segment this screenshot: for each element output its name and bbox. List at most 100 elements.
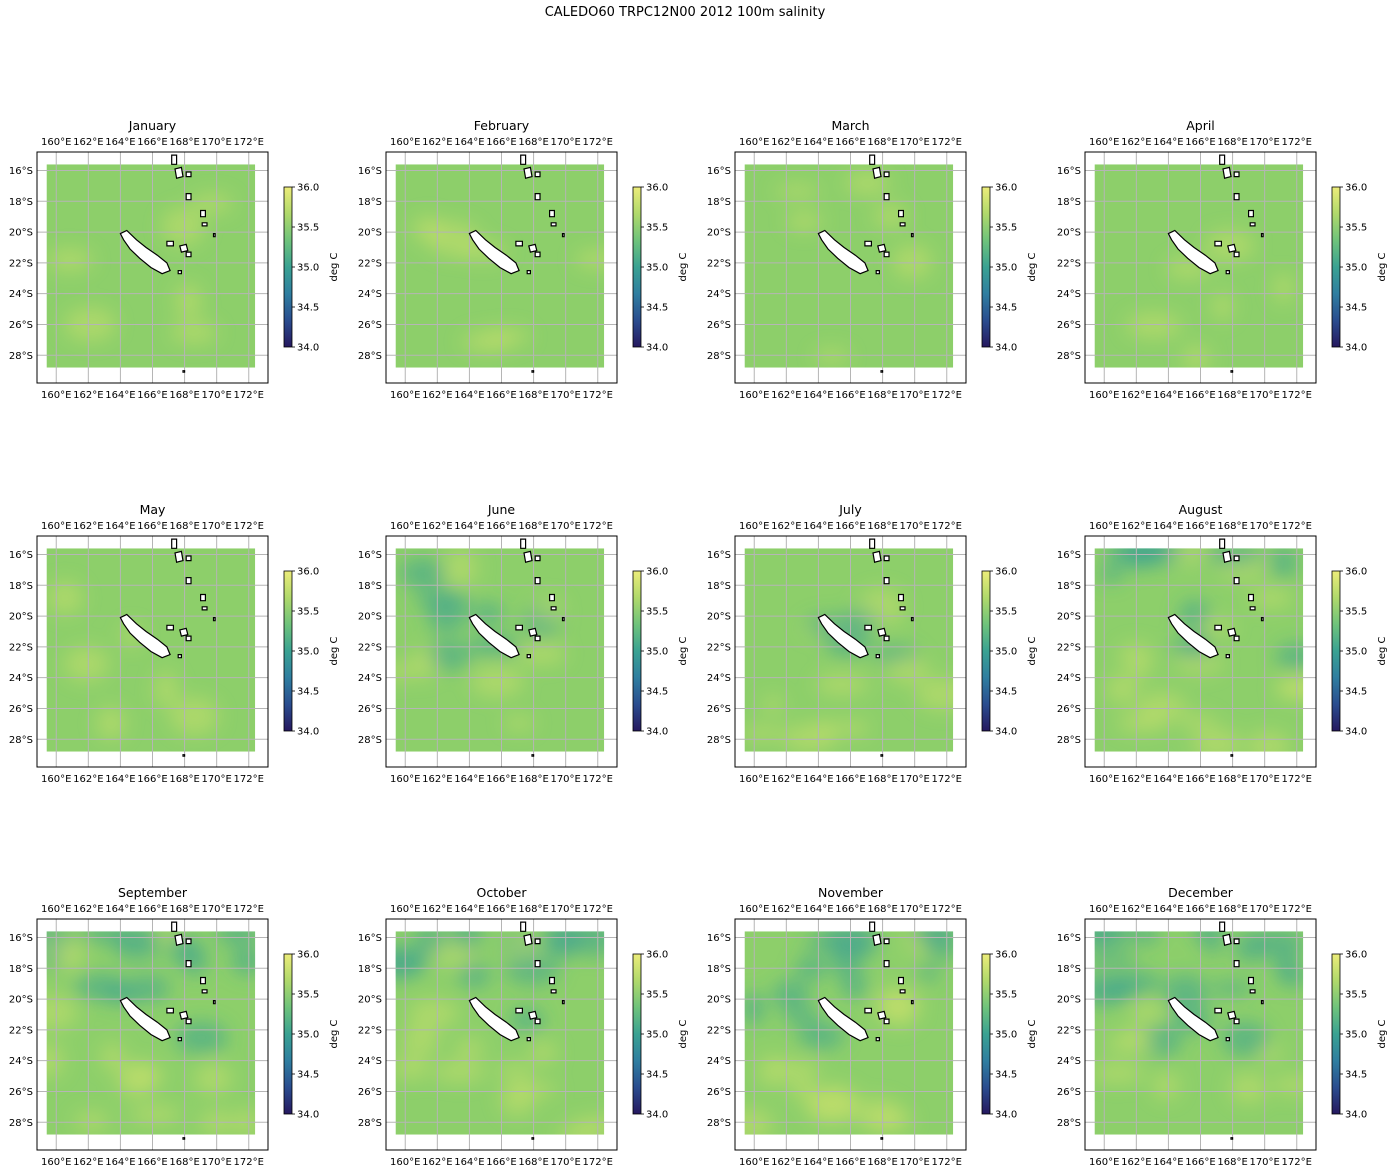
tick-label-lon-bottom: 168°E xyxy=(867,1157,897,1168)
colorbar-tick-label: 34.0 xyxy=(1345,727,1367,738)
tick-label-lat: 22°S xyxy=(358,258,382,269)
tick-label-lon-bottom: 166°E xyxy=(137,1157,167,1168)
island-coastline xyxy=(1230,754,1234,757)
island-coastline xyxy=(910,616,914,622)
island-coastline xyxy=(185,576,192,585)
island-coastline xyxy=(177,653,182,659)
field-patch xyxy=(484,328,530,345)
tick-label-lon-bottom: 166°E xyxy=(1185,1157,1215,1168)
field-patch xyxy=(1125,312,1182,339)
colorbar-tick-label: 35.0 xyxy=(995,1030,1017,1041)
tick-label-lon-bottom: 170°E xyxy=(1249,774,1279,785)
tick-label-lon-bottom: 166°E xyxy=(835,390,865,401)
field-patch xyxy=(1273,273,1294,303)
island-coastline xyxy=(528,627,538,637)
tick-label-lon-bottom: 170°E xyxy=(201,1157,231,1168)
field-patch xyxy=(1094,973,1131,1007)
tick-label-lat: 18°S xyxy=(9,197,33,208)
tick-label-lon-bottom: 170°E xyxy=(899,1157,929,1168)
tick-label-lon-top: 168°E xyxy=(169,904,199,915)
field-patch xyxy=(840,972,868,1000)
panel-title: November xyxy=(818,885,884,900)
tick-label-lon-bottom: 160°E xyxy=(1089,1157,1119,1168)
field-patch xyxy=(854,1098,902,1131)
island-coastline xyxy=(528,243,538,253)
island-coastline xyxy=(185,251,192,258)
tick-label-lat: 24°S xyxy=(707,673,731,684)
tick-label-lon-top: 164°E xyxy=(454,521,484,532)
colorbar-tick-label: 36.0 xyxy=(646,183,668,194)
field-patch xyxy=(503,716,535,731)
field-patch xyxy=(161,207,205,246)
field-patch xyxy=(96,706,126,740)
tick-label-lon-bottom: 166°E xyxy=(137,390,167,401)
map-panel: March160°E160°E162°E162°E164°E164°E166°E… xyxy=(707,118,1038,401)
island-coastline xyxy=(872,550,882,563)
island-coastline xyxy=(1233,576,1240,585)
field-patch xyxy=(1129,662,1152,678)
tick-label-lon-top: 168°E xyxy=(867,521,897,532)
colorbar-label: deg C xyxy=(1027,1019,1038,1048)
island-coastline xyxy=(1219,154,1226,165)
island-coastline xyxy=(468,996,520,1042)
tick-label-lon-top: 162°E xyxy=(1121,904,1151,915)
colorbar xyxy=(283,570,293,732)
colorbar-tick-label: 36.0 xyxy=(1345,950,1367,961)
panel-title: August xyxy=(1179,502,1223,517)
island-coastline xyxy=(166,240,174,247)
island-coastline xyxy=(1233,555,1240,562)
field-patch xyxy=(571,931,605,957)
tick-label-lon-bottom: 164°E xyxy=(803,1157,833,1168)
island-coastline xyxy=(515,1007,524,1014)
island-coastline xyxy=(883,576,890,585)
tick-label-lon-bottom: 172°E xyxy=(932,390,962,401)
field-patch xyxy=(230,946,256,976)
colorbar-tick-label: 34.5 xyxy=(297,303,319,314)
tick-label-lon-bottom: 172°E xyxy=(932,1157,962,1168)
island-coastline xyxy=(1225,270,1231,275)
island-coastline xyxy=(550,989,557,994)
tick-label-lat: 24°S xyxy=(707,1056,731,1067)
island-coastline xyxy=(872,933,882,946)
tick-label-lon-top: 166°E xyxy=(835,137,865,148)
tick-label-lon-top: 160°E xyxy=(739,521,769,532)
island-coastline xyxy=(550,606,557,611)
tick-label-lat: 20°S xyxy=(707,228,731,239)
island-coastline xyxy=(171,538,178,549)
tick-label-lon-top: 164°E xyxy=(1153,521,1183,532)
tick-label-lon-top: 170°E xyxy=(550,137,580,148)
tick-label-lon-top: 160°E xyxy=(1089,521,1119,532)
tick-label-lon-bottom: 164°E xyxy=(454,1157,484,1168)
field-patch xyxy=(174,1021,228,1054)
field-patch xyxy=(1178,599,1211,629)
island-coastline xyxy=(883,1018,890,1025)
tick-label-lat: 16°S xyxy=(707,166,731,177)
colorbar xyxy=(632,186,642,348)
field-patch xyxy=(1133,931,1160,945)
island-coastline xyxy=(1227,627,1237,637)
tick-label-lon-bottom: 160°E xyxy=(739,774,769,785)
tick-label-lon-top: 168°E xyxy=(1217,904,1247,915)
island-coastline xyxy=(520,538,527,549)
tick-label-lon-bottom: 162°E xyxy=(771,390,801,401)
island-coastline xyxy=(531,1137,535,1140)
island-coastline xyxy=(200,593,206,602)
map-frame xyxy=(734,151,967,384)
tick-label-lon-top: 168°E xyxy=(518,904,548,915)
field-patch xyxy=(457,962,491,989)
tick-label-lon-bottom: 160°E xyxy=(390,1157,420,1168)
island-coastline xyxy=(1260,999,1264,1005)
island-coastline xyxy=(561,233,565,238)
tick-label-lon-bottom: 164°E xyxy=(803,774,833,785)
tick-label-lon-top: 164°E xyxy=(454,137,484,148)
tick-label-lon-top: 162°E xyxy=(73,137,103,148)
field-patch xyxy=(1212,292,1233,321)
colorbar xyxy=(981,186,991,348)
tick-label-lon-top: 162°E xyxy=(771,521,801,532)
colorbar-tick-label: 35.5 xyxy=(995,223,1017,234)
island-coastline xyxy=(119,996,171,1042)
tick-label-lat: 20°S xyxy=(707,995,731,1006)
tick-label-lat: 16°S xyxy=(9,550,33,561)
tick-label-lon-top: 172°E xyxy=(234,137,264,148)
panel-title: October xyxy=(476,885,527,900)
